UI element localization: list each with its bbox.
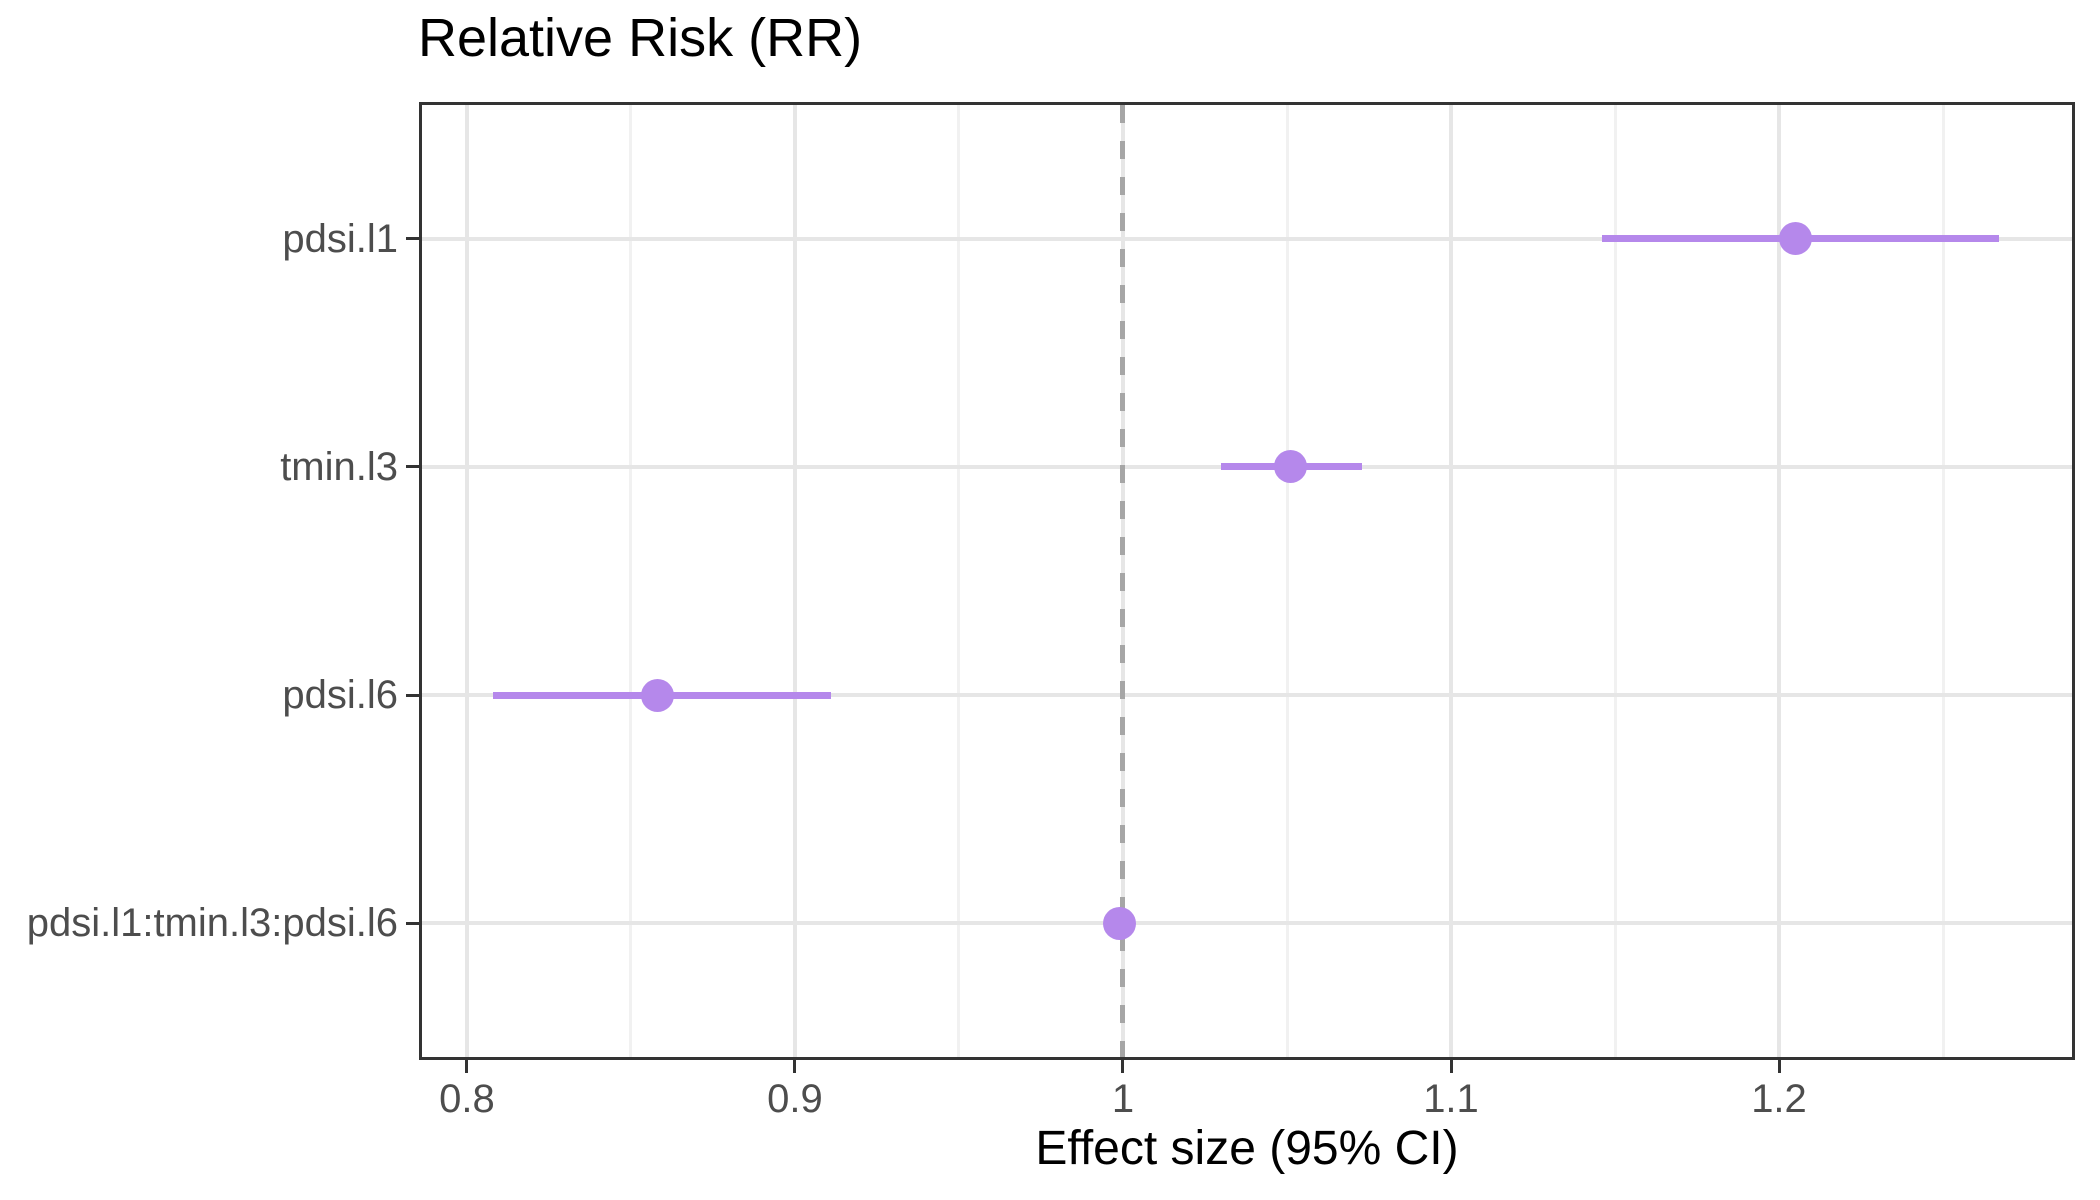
y-tick-label: pdsi.l1:tmin.l3:pdsi.l6 xyxy=(26,901,398,946)
gridline-minor-vertical xyxy=(957,105,961,1057)
reference-line xyxy=(1120,105,1126,1057)
plot-panel xyxy=(419,102,2075,1060)
y-axis-tick xyxy=(406,921,419,925)
y-tick-label: tmin.l3 xyxy=(280,444,398,489)
x-axis-tick xyxy=(1449,1060,1453,1073)
gridline-major-horizontal xyxy=(422,693,2072,698)
gridline-minor-vertical xyxy=(1613,105,1617,1057)
estimate-point xyxy=(1103,906,1137,940)
y-tick-label: pdsi.l1 xyxy=(282,216,398,261)
gridline-major-vertical xyxy=(1777,105,1781,1057)
plot-title: Relative Risk (RR) xyxy=(418,8,863,68)
estimate-point xyxy=(1273,450,1307,484)
gridline-major-horizontal xyxy=(422,921,2072,926)
gridline-minor-vertical xyxy=(1941,105,1945,1057)
gridline-minor-vertical xyxy=(629,105,633,1057)
x-axis-tick xyxy=(1121,1060,1125,1073)
x-tick-label: 0.8 xyxy=(439,1077,495,1121)
gridline-minor-vertical xyxy=(1285,105,1289,1057)
y-axis-tick xyxy=(406,237,419,241)
estimate-point xyxy=(640,678,674,712)
x-tick-label: 1 xyxy=(1111,1077,1135,1121)
x-axis-tick xyxy=(465,1060,469,1073)
x-axis-tick xyxy=(793,1060,797,1073)
x-axis-title: Effect size (95% CI) xyxy=(1035,1122,1459,1175)
y-axis-tick xyxy=(406,693,419,697)
x-axis-tick xyxy=(1777,1060,1781,1073)
x-tick-label: 0.9 xyxy=(767,1077,823,1121)
gridline-major-vertical xyxy=(464,105,469,1057)
y-axis-tick xyxy=(406,465,419,469)
gridline-major-vertical xyxy=(1449,105,1453,1057)
x-tick-label: 1.1 xyxy=(1423,1077,1479,1121)
gridline-major-vertical xyxy=(792,105,797,1057)
estimate-point xyxy=(1778,222,1812,256)
y-tick-label: pdsi.l6 xyxy=(282,673,398,718)
gridline-major-horizontal xyxy=(422,236,2072,241)
x-tick-label: 1.2 xyxy=(1751,1077,1807,1121)
